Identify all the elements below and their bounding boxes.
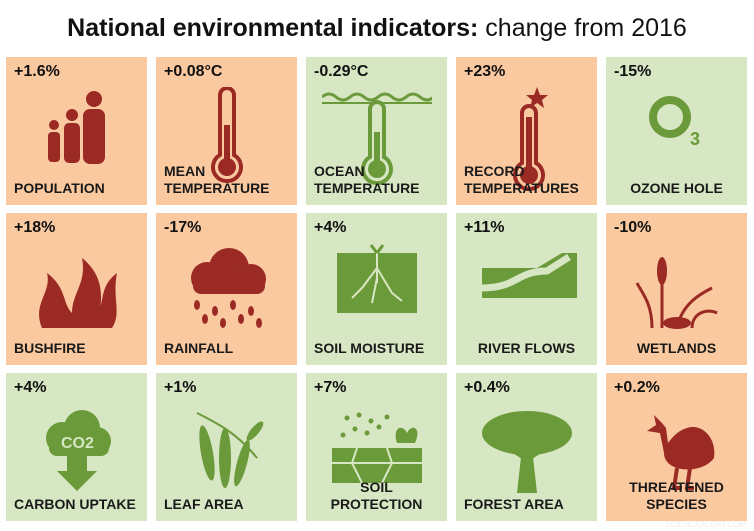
wetland-reeds-icon xyxy=(632,243,722,338)
indicator-label: SOIL MOISTURE xyxy=(314,340,425,356)
indicator-value: +18% xyxy=(14,219,56,236)
indicator-tile-soil-moisture: +4% SOIL MOISTURE xyxy=(306,213,447,365)
indicator-value: +0.2% xyxy=(614,379,660,396)
indicator-tile-carbon-uptake: +4% CO2 CARBON UPTAKE xyxy=(6,373,147,521)
indicator-tile-forest-area: +0.4% FOREST AREA xyxy=(456,373,597,521)
indicator-label: OCEAN TEMPERATURE xyxy=(314,163,420,196)
tree-icon xyxy=(477,403,577,503)
indicator-tile-population: +1.6% POPULATION xyxy=(6,57,147,205)
ocean-thermometer-icon xyxy=(320,87,435,192)
rain-cloud-icon xyxy=(177,243,277,338)
indicator-label: BUSHFIRE xyxy=(14,340,86,356)
indicator-value: +23% xyxy=(464,63,506,80)
indicator-tile-river-flows: +11% RIVER FLOWS xyxy=(456,213,597,365)
indicator-label: FOREST AREA xyxy=(464,496,564,512)
indicator-tile-rainfall: -17% RAINFALL xyxy=(156,213,297,365)
indicator-value: +0.08°C xyxy=(164,63,223,80)
indicator-tile-bushfire: +18% BUSHFIRE xyxy=(6,213,147,365)
co2-arrow-icon: CO2 xyxy=(37,403,117,498)
indicator-value: +4% xyxy=(314,219,347,236)
river-icon xyxy=(477,243,577,318)
page-title: National environmental indicators: chang… xyxy=(67,14,687,42)
indicator-tile-threatened-species: +0.2% THREATENED SPECIES xyxy=(606,373,747,521)
indicator-tile-mean-temperature: +0.08°C MEAN TEMPERATURE xyxy=(156,57,297,205)
indicator-tile-leaf-area: +1% LEAF AREA xyxy=(156,373,297,521)
indicator-tile-ocean-temperature: -0.29°C OCEAN TEMPERATURE xyxy=(306,57,447,205)
indicator-value: -17% xyxy=(164,219,202,236)
indicator-label: SOIL PROTECTION xyxy=(330,479,423,512)
indicator-label: MEAN TEMPERATURE xyxy=(164,163,270,196)
indicator-value: +0.4% xyxy=(464,379,510,396)
indicator-label: LEAF AREA xyxy=(164,496,244,512)
record-thermometer-icon xyxy=(502,87,552,202)
indicator-value: +1% xyxy=(164,379,197,396)
indicator-label: POPULATION xyxy=(14,180,105,196)
svg-text:CO2: CO2 xyxy=(61,435,94,452)
indicator-value: -15% xyxy=(614,63,652,80)
indicator-tile-ozone-hole: -15% 3 OZONE HOLE xyxy=(606,57,747,205)
leaves-icon xyxy=(187,403,267,503)
svg-text:3: 3 xyxy=(690,129,700,149)
indicator-value: +4% xyxy=(14,379,47,396)
people-icon xyxy=(42,87,112,172)
fire-icon xyxy=(32,243,122,338)
indicator-value: -0.29°C xyxy=(314,63,369,80)
indicator-label: WETLANDS xyxy=(636,340,717,356)
indicator-label: OZONE HOLE xyxy=(630,180,723,196)
soil-roots-icon xyxy=(332,243,422,328)
watermark: SCIENCEALERT.COM xyxy=(664,520,746,529)
indicator-label: THREATENED SPECIES xyxy=(629,479,724,512)
indicator-value: +7% xyxy=(314,379,347,396)
indicator-value: +11% xyxy=(464,219,505,236)
cassowary-icon xyxy=(632,403,722,498)
indicator-label: RAINFALL xyxy=(164,340,234,356)
indicator-label: RIVER FLOWS xyxy=(477,340,576,356)
indicator-label: CARBON UPTAKE xyxy=(14,496,136,512)
ozone-icon: 3 xyxy=(642,87,712,162)
indicator-label: RECORD TEMPERATURES xyxy=(464,163,579,196)
indicator-grid: +1.6% POPULATION +0.08°C MEAN TEMPERATURE… xyxy=(6,57,747,521)
indicator-tile-wetlands: -10% WETLANDS xyxy=(606,213,747,365)
indicator-value: -10% xyxy=(614,219,652,236)
indicator-tile-record-temperatures: +23% RECORD TEMPERATURES xyxy=(456,57,597,205)
thermometer-icon xyxy=(202,86,252,192)
indicator-tile-soil-protection: +7% SOIL PROTECTION xyxy=(306,373,447,521)
indicator-value: +1.6% xyxy=(14,63,60,80)
soil-protection-icon xyxy=(327,403,427,498)
